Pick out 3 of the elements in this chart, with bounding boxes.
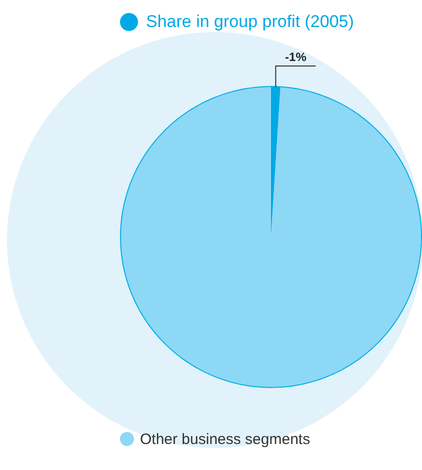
chart-title: Share in group profit (2005)	[146, 12, 354, 32]
legend-label: Other business segments	[140, 430, 310, 448]
text: -1%	[285, 50, 307, 64]
